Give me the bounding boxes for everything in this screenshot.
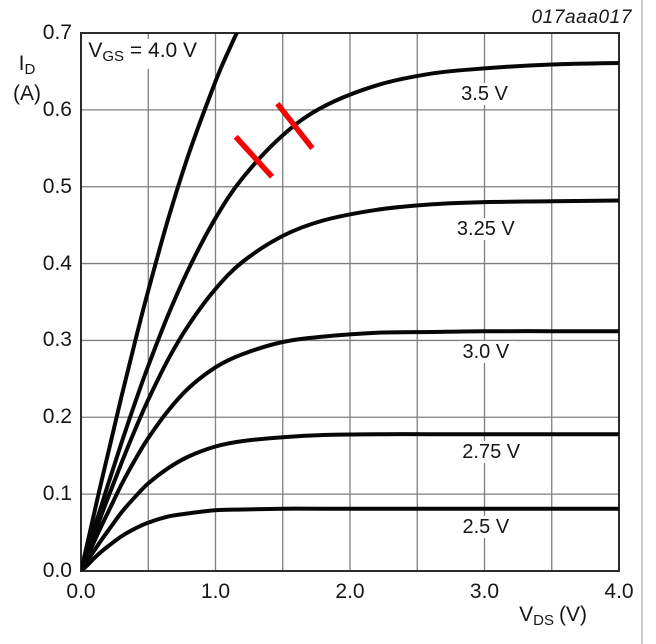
- x-tick-label: 1.0: [200, 580, 231, 603]
- curve-label: 2.5 V: [457, 516, 515, 539]
- curve-label: 3.5 V: [456, 82, 513, 105]
- vgs-symbol-subscript: GS: [102, 48, 125, 66]
- plot-frame: [80, 32, 620, 572]
- x-tick-label: 3.0: [469, 580, 500, 603]
- curve-vgs-2.75-v: [81, 432, 619, 571]
- x-axis-symbol-subscript: DS: [533, 612, 554, 629]
- curve-vgs-2.5-v: [81, 506, 619, 571]
- y-tick-label: 0.0: [42, 559, 72, 582]
- curve-label: 2.75 V: [457, 440, 526, 463]
- y-tick-label: 0.3: [42, 328, 72, 352]
- vgs-value: = 4.0 V: [124, 39, 198, 63]
- curve-vgs-3.25-v: [81, 198, 619, 571]
- vgs-symbol: V: [88, 39, 103, 63]
- figure-id: 017aaa017: [531, 7, 632, 28]
- y-tick-label: 0.1: [42, 482, 72, 506]
- y-tick-label: 0.2: [42, 405, 72, 429]
- y-tick-label: 0.4: [42, 251, 72, 275]
- y-tick-label: 0.5: [42, 174, 72, 198]
- curve-label: 3.0 V: [457, 340, 515, 363]
- y-axis-symbol-subscript: D: [24, 61, 36, 78]
- red-slash-annotation: [275, 102, 315, 150]
- x-axis-unit: (V): [559, 603, 587, 626]
- x-tick-label: 4.0: [604, 580, 634, 603]
- x-axis-symbol: V: [519, 603, 534, 626]
- x-tick-label: 0.0: [66, 580, 96, 603]
- y-axis-title: ID (A): [6, 52, 48, 106]
- vgs-inplot-label: VGS = 4.0 V: [86, 39, 202, 70]
- curve-vgs-3.5-v: [81, 61, 619, 571]
- red-slash-annotation: [233, 134, 275, 179]
- curve-vgs-3.0-v: [81, 329, 619, 571]
- y-axis-symbol: ID: [18, 52, 36, 78]
- page-edge-line: [641, 0, 643, 644]
- curve-label: 3.25 V: [451, 217, 520, 240]
- x-tick-label: 2.0: [335, 580, 365, 603]
- curve-vgs-4.0-v: [81, 33, 239, 571]
- y-tick-label: 0.7: [42, 21, 72, 44]
- y-axis-unit: (A): [13, 82, 41, 105]
- x-axis-title: VDS (V): [387, 603, 587, 633]
- y-tick-label: 0.6: [42, 97, 72, 121]
- curves-group: [81, 33, 619, 571]
